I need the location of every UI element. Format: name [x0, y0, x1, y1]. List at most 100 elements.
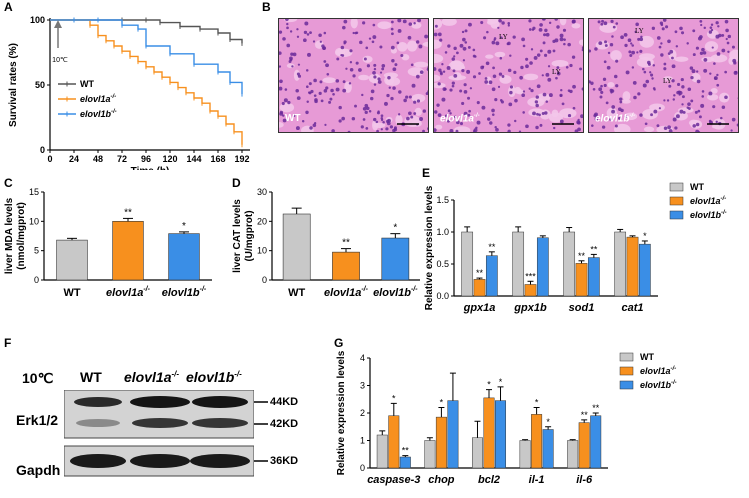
marker-ticks [254, 401, 268, 462]
significance-mark: * [535, 398, 539, 408]
nucleus [368, 110, 372, 113]
x-tick-label: 192 [234, 154, 249, 164]
nucleus [292, 114, 296, 117]
nucleus [392, 86, 396, 90]
nucleus [279, 65, 282, 68]
nucleus [459, 43, 464, 48]
nucleus [726, 41, 730, 45]
legend-label-b: elovl1b-/- [690, 210, 727, 220]
category-label: elovl1a-/- [106, 286, 151, 299]
nucleus [660, 53, 664, 57]
legend-label-b: elovl1b-/- [640, 380, 677, 390]
nucleus [347, 130, 351, 132]
nucleus [494, 125, 497, 129]
nucleus [309, 31, 312, 35]
nucleus [662, 19, 667, 22]
nucleus [295, 88, 299, 93]
nucleus [667, 52, 671, 55]
nucleus [734, 70, 738, 74]
nucleus [732, 58, 737, 63]
histology-image-wt: WT [278, 18, 429, 133]
tissue-vacuole [293, 69, 300, 81]
nucleus [310, 89, 314, 94]
nucleus [716, 52, 721, 56]
nucleus [522, 111, 525, 114]
ly-label: LY [499, 33, 508, 41]
nucleus [462, 59, 466, 62]
tissue-vacuole [728, 56, 735, 65]
nucleus [656, 124, 660, 128]
tissue-vacuole [414, 107, 423, 116]
legend-label-a: elovl1a-/- [690, 196, 726, 206]
nucleus [439, 71, 443, 75]
nucleus [286, 22, 289, 26]
nucleus [562, 28, 567, 32]
bar-wt [461, 231, 474, 297]
marker-42kd: 42KD [270, 418, 299, 430]
nucleus [451, 81, 455, 85]
nucleus [351, 116, 356, 121]
tissue-vacuole [610, 50, 622, 61]
nucleus [712, 105, 716, 109]
bar-a [531, 414, 543, 469]
significance-mark: * [182, 221, 186, 232]
nucleus [674, 30, 678, 34]
nucleus [538, 113, 541, 117]
tissue-vacuole [322, 77, 336, 84]
nucleus [509, 54, 512, 57]
nucleus [724, 19, 729, 24]
category-label: chop [428, 474, 455, 486]
nucleus [491, 113, 495, 116]
nucleus [394, 63, 398, 67]
tissue-vacuole [377, 21, 392, 30]
nucleus [563, 38, 566, 41]
bar-wt [563, 231, 576, 297]
nucleus [456, 120, 460, 125]
nucleus [559, 94, 563, 97]
nucleus [612, 25, 616, 29]
nucleus [619, 100, 623, 104]
tissue-vacuole [401, 54, 410, 61]
x-tick-label: 168 [210, 154, 225, 164]
nucleus [701, 95, 705, 98]
x-tick-label: 120 [162, 154, 177, 164]
nucleus [637, 92, 641, 96]
nucleus [636, 51, 639, 54]
nucleus [606, 65, 611, 70]
nucleus [291, 65, 294, 68]
y-tick-label: 10 [29, 216, 39, 226]
nucleus [481, 105, 486, 110]
nucleus [681, 85, 685, 89]
nucleus [721, 105, 726, 109]
nucleus [671, 64, 676, 69]
nucleus [665, 25, 669, 29]
nucleus [710, 28, 714, 32]
significance-mark: * [487, 380, 491, 390]
nucleus [699, 51, 704, 55]
nucleus [711, 46, 714, 49]
panel-label-g: G [334, 336, 344, 350]
nucleus [559, 37, 564, 42]
nucleus [349, 68, 354, 72]
survival-chart: 0 24 48 72 96 120 144 168 192 0 50 100 Time (h) Survi… [8, 15, 250, 170]
nucleus [468, 109, 471, 113]
tissue-vacuole [599, 23, 618, 33]
bar-b [536, 237, 549, 297]
bar-a [332, 251, 360, 281]
significance-mark: ** [488, 242, 496, 252]
nucleus [632, 81, 637, 85]
x-tick-label: 48 [93, 154, 103, 164]
tissue-vacuole [639, 35, 654, 48]
bar-b [447, 400, 459, 469]
nucleus [447, 109, 451, 113]
nucleus [569, 89, 573, 94]
category-label: WT [63, 287, 80, 299]
nucleus [322, 132, 324, 133]
nucleus [388, 86, 391, 89]
tissue-vacuole [448, 61, 465, 71]
nucleus [370, 89, 375, 94]
nucleus [703, 68, 708, 73]
nucleus [721, 33, 725, 37]
nucleus [556, 71, 561, 76]
nucleus [364, 110, 368, 115]
